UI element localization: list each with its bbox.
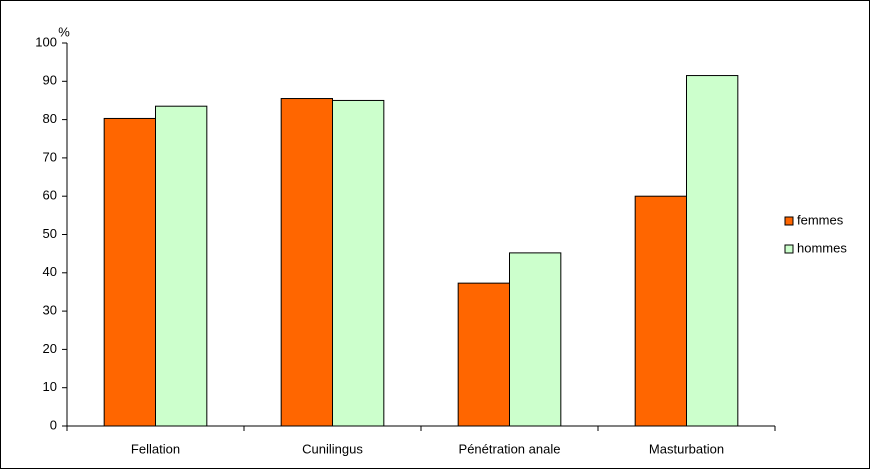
bar [280, 98, 334, 427]
y-tick-label: 50 [43, 226, 57, 241]
y-tick-label: 40 [43, 264, 57, 279]
y-tick-label: 100 [35, 34, 57, 49]
y-tick-label: 80 [43, 111, 57, 126]
bar [686, 75, 739, 427]
y-tick-label: 60 [43, 188, 57, 203]
y-tick-label: 10 [43, 379, 57, 394]
y-axis-label: % [58, 24, 70, 39]
bar [634, 195, 687, 427]
legend-label: femmes [797, 212, 844, 227]
y-tick-label: 20 [43, 341, 57, 356]
legend-swatch [784, 216, 794, 226]
y-tick-label: 30 [43, 303, 57, 318]
x-tick-label: Pénétration anale [459, 441, 561, 456]
y-tick-label: 70 [43, 149, 57, 164]
legend-swatch [784, 244, 794, 254]
x-tick-label: Fellation [131, 441, 180, 456]
x-tick-label: Masturbation [649, 441, 724, 456]
bar [103, 117, 156, 427]
y-tick-label: 0 [50, 417, 57, 432]
bar [457, 282, 511, 427]
bar [332, 99, 385, 427]
x-tick-label: Cunilingus [302, 441, 363, 456]
bar [155, 105, 208, 427]
y-tick-label: 90 [43, 73, 57, 88]
bar [509, 252, 562, 427]
legend-label: hommes [797, 240, 847, 255]
